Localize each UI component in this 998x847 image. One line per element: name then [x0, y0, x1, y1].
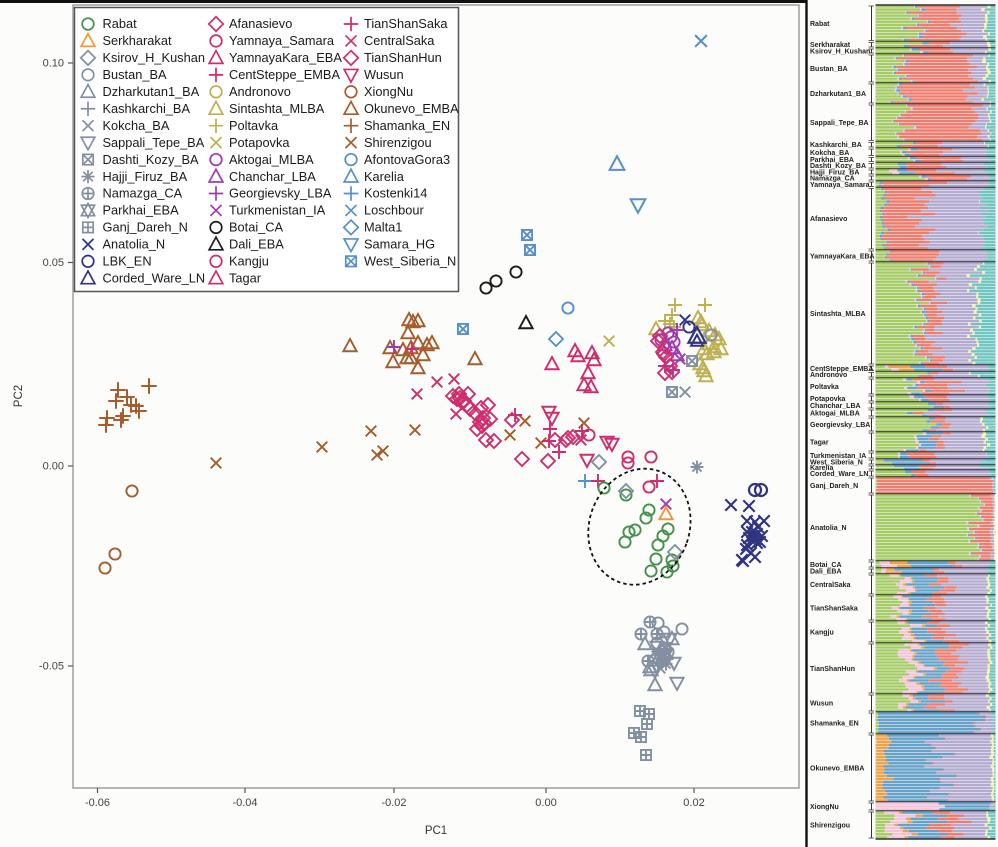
svg-text:Sappali_Tepe_BA: Sappali_Tepe_BA — [103, 135, 205, 150]
svg-text:0.00: 0.00 — [535, 797, 556, 809]
svg-text:Potapovka: Potapovka — [810, 396, 846, 403]
svg-text:TianShanSaka: TianShanSaka — [364, 16, 448, 31]
svg-text:Corded_Ware_LN: Corded_Ware_LN — [103, 270, 206, 285]
svg-text:-0.06: -0.06 — [85, 797, 110, 809]
svg-text:-0.02: -0.02 — [381, 797, 406, 809]
svg-text:Dzharkutan1_BA: Dzharkutan1_BA — [103, 84, 200, 99]
svg-text:Namazga_CA: Namazga_CA — [103, 186, 183, 201]
svg-text:Poltavka: Poltavka — [810, 384, 839, 391]
svg-text:0.10: 0.10 — [43, 58, 64, 70]
svg-text:XiongNu: XiongNu — [364, 84, 413, 99]
svg-text:0.05: 0.05 — [43, 257, 64, 269]
svg-text:Anatolia_N: Anatolia_N — [810, 525, 847, 532]
svg-text:Chanchar_LBA: Chanchar_LBA — [229, 169, 316, 184]
svg-text:Ksirov_H_Kushan: Ksirov_H_Kushan — [103, 50, 205, 65]
svg-text:Andronovo: Andronovo — [810, 372, 847, 379]
svg-text:Rabat: Rabat — [810, 21, 830, 28]
svg-text:CentralSaka: CentralSaka — [364, 33, 435, 48]
svg-text:Dzharkutan1_BA: Dzharkutan1_BA — [810, 91, 866, 98]
svg-text:Georgievsky_LBA: Georgievsky_LBA — [229, 186, 332, 201]
svg-text:Sappali_Tepe_BA: Sappali_Tepe_BA — [810, 120, 869, 127]
svg-text:Okunevo_EMBA: Okunevo_EMBA — [810, 766, 864, 773]
svg-text:Karelia: Karelia — [364, 169, 405, 184]
svg-text:Kostenki14: Kostenki14 — [364, 186, 427, 201]
svg-text:Serkharakat: Serkharakat — [103, 33, 172, 48]
svg-text:Dali_EBA: Dali_EBA — [229, 237, 284, 252]
svg-text:Rabat: Rabat — [103, 16, 138, 31]
svg-text:Dali_EBA: Dali_EBA — [810, 569, 842, 576]
svg-text:Shamanka_EN: Shamanka_EN — [810, 721, 859, 728]
svg-text:Karelia: Karelia — [810, 465, 833, 472]
svg-text:Shirenzigou: Shirenzigou — [810, 823, 850, 830]
svg-text:0.02: 0.02 — [683, 797, 704, 809]
svg-text:Ganj_Dareh_N: Ganj_Dareh_N — [103, 220, 188, 235]
svg-text:Tagar: Tagar — [810, 440, 829, 447]
svg-text:Kokcha_BA: Kokcha_BA — [810, 150, 849, 157]
svg-text:Wusun: Wusun — [810, 701, 833, 708]
svg-text:Bustan_BA: Bustan_BA — [103, 67, 167, 82]
svg-text:West_Siberia_N: West_Siberia_N — [364, 254, 456, 269]
svg-text:PC1: PC1 — [425, 825, 447, 837]
svg-text:-0.04: -0.04 — [232, 797, 257, 809]
svg-text:Shirenzigou: Shirenzigou — [364, 135, 432, 150]
svg-text:AfontovaGora3: AfontovaGora3 — [364, 152, 450, 167]
svg-text:Afanasievo: Afanasievo — [229, 16, 292, 31]
svg-text:Hajji_Firuz_BA: Hajji_Firuz_BA — [810, 170, 859, 177]
svg-text:YamnayaKara_EBA: YamnayaKara_EBA — [229, 50, 342, 65]
svg-text:CentSteppe_EMBA: CentSteppe_EMBA — [229, 67, 340, 82]
svg-text:Botai_CA: Botai_CA — [229, 220, 284, 235]
svg-text:Tagar: Tagar — [229, 270, 262, 285]
svg-text:Parkhai_EBA: Parkhai_EBA — [103, 203, 180, 218]
svg-text:Corded_Ware_LN: Corded_Ware_LN — [810, 471, 868, 478]
svg-text:Potapovka: Potapovka — [229, 135, 290, 150]
svg-text:Parkhai_EBA: Parkhai_EBA — [810, 157, 854, 164]
svg-text:Turkmenistan_IA: Turkmenistan_IA — [810, 453, 866, 460]
svg-text:Ganj_Dareh_N: Ganj_Dareh_N — [810, 483, 858, 490]
svg-text:Sintashta_MLBA: Sintashta_MLBA — [810, 311, 866, 318]
svg-text:YamnayaKara_EBA: YamnayaKara_EBA — [810, 254, 875, 261]
svg-text:Loschbour: Loschbour — [364, 203, 424, 218]
svg-text:Afanasievo: Afanasievo — [810, 216, 847, 223]
svg-text:Kangju: Kangju — [229, 254, 269, 269]
svg-text:Kokcha_BA: Kokcha_BA — [103, 118, 170, 133]
svg-text:Malta1: Malta1 — [364, 220, 402, 235]
svg-text:Bustan_BA: Bustan_BA — [810, 66, 848, 73]
svg-text:Dashti_Kozy_BA: Dashti_Kozy_BA — [103, 152, 199, 167]
svg-text:Kashkarchi_BA: Kashkarchi_BA — [103, 101, 191, 116]
svg-text:TianShanHun: TianShanHun — [810, 666, 855, 673]
svg-text:Wusun: Wusun — [364, 67, 404, 82]
svg-text:Andronovo: Andronovo — [229, 84, 291, 99]
svg-text:Kashkarchi_BA: Kashkarchi_BA — [810, 142, 862, 149]
svg-text:Botai_CA: Botai_CA — [810, 562, 842, 569]
svg-text:Okunevo_EMBA: Okunevo_EMBA — [364, 101, 459, 116]
svg-text:Sintashta_MLBA: Sintashta_MLBA — [229, 101, 325, 116]
svg-text:Serkharakat: Serkharakat — [810, 42, 851, 49]
svg-text:Shamanka_EN: Shamanka_EN — [364, 118, 450, 133]
svg-text:West_Siberia_N: West_Siberia_N — [810, 460, 863, 467]
svg-text:LBK_EN: LBK_EN — [103, 254, 152, 269]
svg-text:Anatolia_N: Anatolia_N — [103, 237, 166, 252]
svg-text:XiongNu: XiongNu — [810, 804, 839, 811]
svg-text:Aktogai_MLBA: Aktogai_MLBA — [229, 152, 314, 167]
svg-text:Aktogai_MLBA: Aktogai_MLBA — [810, 411, 860, 418]
svg-text:Poltavka: Poltavka — [229, 118, 279, 133]
svg-text:PC2: PC2 — [13, 385, 25, 407]
svg-text:CentSteppe_EMBA: CentSteppe_EMBA — [810, 366, 873, 373]
svg-text:TianShanSaka: TianShanSaka — [810, 606, 858, 613]
svg-text:Hajji_Firuz_BA: Hajji_Firuz_BA — [103, 169, 188, 184]
svg-text:Namazga_CA: Namazga_CA — [810, 176, 855, 183]
svg-text:Ksirov_H_Kushan: Ksirov_H_Kushan — [810, 49, 870, 56]
svg-text:CentralSaka: CentralSaka — [810, 582, 851, 589]
svg-text:Samara_HG: Samara_HG — [364, 237, 435, 252]
svg-text:TianShanHun: TianShanHun — [364, 50, 442, 65]
svg-text:Chanchar_LBA: Chanchar_LBA — [810, 403, 861, 410]
svg-text:Georgievsky_LBA: Georgievsky_LBA — [810, 422, 870, 429]
svg-text:0.00: 0.00 — [43, 461, 64, 473]
svg-text:-0.05: -0.05 — [39, 661, 64, 673]
svg-text:Yamnaya_Samara: Yamnaya_Samara — [229, 33, 335, 48]
svg-text:Turkmenistan_IA: Turkmenistan_IA — [229, 203, 326, 218]
svg-text:Kangju: Kangju — [810, 630, 834, 637]
svg-text:Yamnaya_Samara: Yamnaya_Samara — [810, 182, 870, 189]
svg-text:Dashti_Kozy_BA: Dashti_Kozy_BA — [810, 163, 866, 170]
